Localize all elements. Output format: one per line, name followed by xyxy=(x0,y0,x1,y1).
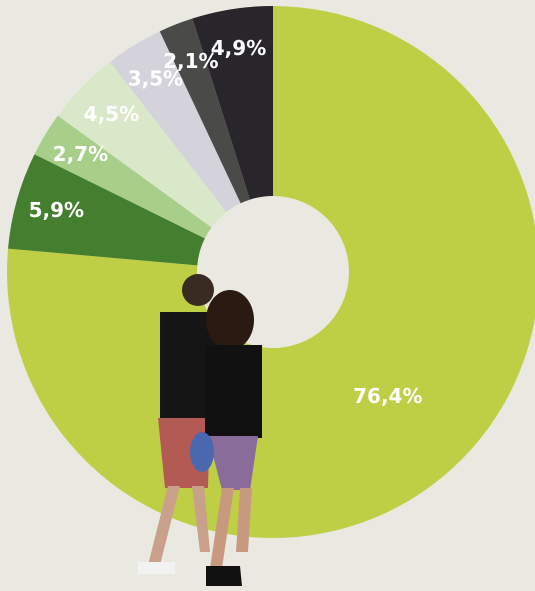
person-bag xyxy=(190,432,214,472)
value-label: 2,1% xyxy=(163,49,218,73)
wedge xyxy=(8,154,205,266)
person-hair xyxy=(206,290,254,350)
person-shoe xyxy=(138,562,175,574)
value-label: 3,5% xyxy=(128,67,183,91)
wedge xyxy=(57,61,227,228)
labels: 76,4% 5,9% 2,7% 4,5% 3,5%2,1%4,9% xyxy=(29,36,423,408)
wedge xyxy=(192,6,273,200)
wedge xyxy=(7,6,535,538)
value-label: 5,9% xyxy=(29,198,84,222)
wedge xyxy=(34,115,212,239)
person-shoe xyxy=(206,566,242,586)
person-legs xyxy=(210,488,252,568)
wedge xyxy=(159,18,250,204)
wedge xyxy=(109,31,241,212)
person-head xyxy=(182,274,214,306)
wedges xyxy=(7,6,535,538)
person-legs xyxy=(148,486,210,565)
people-illustration xyxy=(138,274,262,586)
person-top xyxy=(205,345,262,438)
value-label: 2,7% xyxy=(53,142,108,166)
person-shorts xyxy=(208,436,258,490)
value-label: 76,4% xyxy=(353,384,422,408)
value-label: 4,9% xyxy=(211,36,266,60)
value-label: 4,5% xyxy=(84,102,139,126)
